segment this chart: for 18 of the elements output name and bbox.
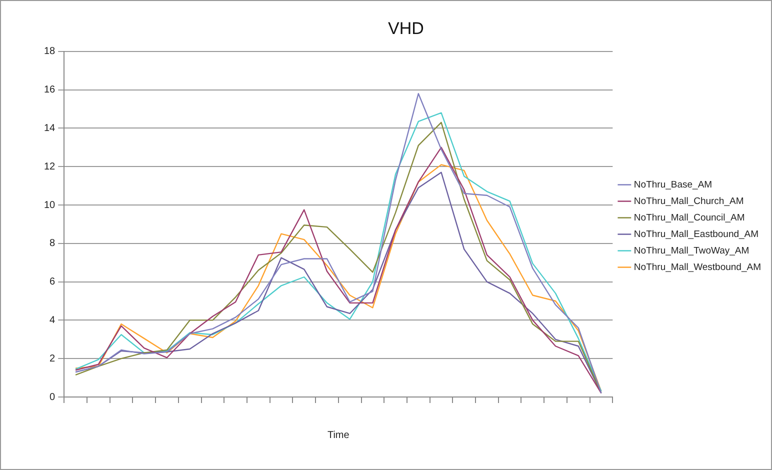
- chart-title: VHD: [388, 18, 424, 38]
- y-tick-label: 18: [44, 46, 56, 58]
- y-tick-label: 10: [44, 200, 56, 211]
- legend-label: NoThru_Mall_Westbound_AM: [634, 262, 762, 273]
- y-tick-label: 12: [44, 161, 56, 172]
- y-tick-label: 4: [50, 314, 56, 326]
- legend-label: NoThru_Mall_Eastbound_AM: [634, 228, 759, 240]
- y-tick-label: 14: [44, 122, 56, 134]
- legend-label: NoThru_Mall_Council_AM: [634, 212, 745, 224]
- y-tick-label: 6: [50, 276, 56, 288]
- y-tick-label: 2: [50, 353, 56, 364]
- legend-label: NoThru_Mall_Church_AM: [634, 196, 744, 207]
- y-tick-label: 0: [50, 392, 56, 403]
- x-axis-title: Time: [327, 430, 350, 441]
- y-tick-label: 16: [44, 84, 56, 96]
- legend-label: NoThru_Base_AM: [634, 179, 712, 190]
- y-tick-label: 8: [50, 238, 56, 250]
- legend-label: NoThru_Mall_TwoWay_AM: [634, 245, 750, 256]
